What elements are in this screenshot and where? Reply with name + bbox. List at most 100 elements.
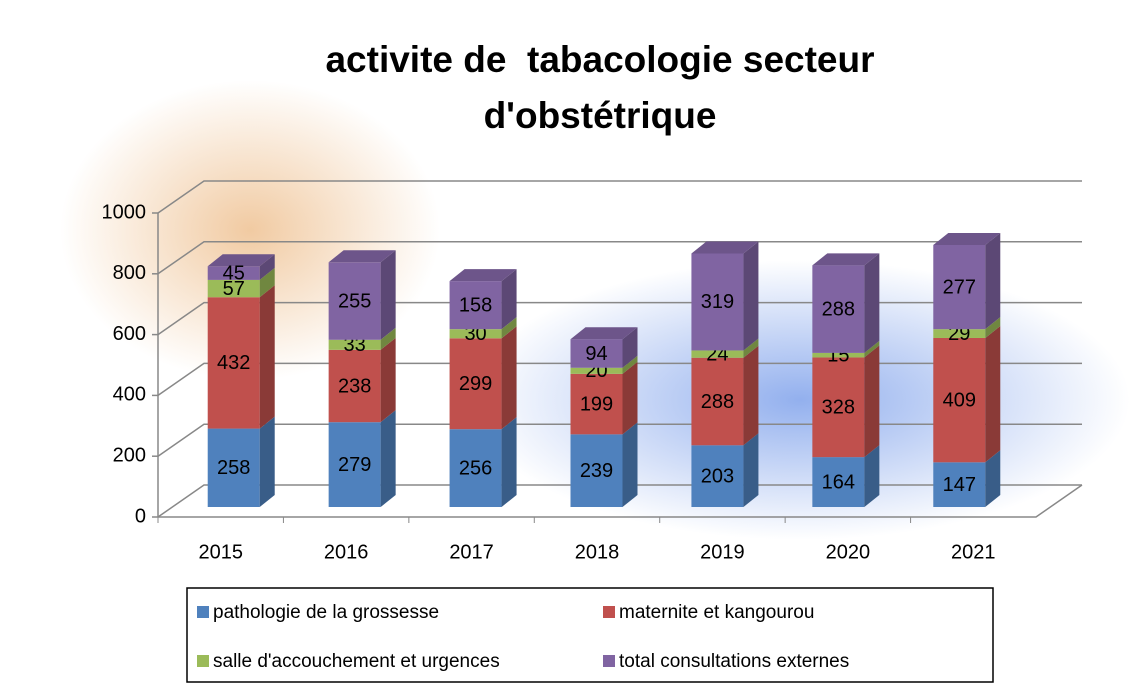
bar xyxy=(691,350,744,358)
bar-side xyxy=(985,325,1001,463)
y-tick-label: 200 xyxy=(113,444,146,466)
bar-side xyxy=(864,253,880,353)
bar-side xyxy=(501,317,517,339)
legend-swatch xyxy=(197,655,209,667)
value-label: 164 xyxy=(822,471,855,493)
value-label: 45 xyxy=(223,262,245,284)
bar-top xyxy=(449,269,517,282)
y-tick-label: 1000 xyxy=(102,201,147,223)
value-label: 239 xyxy=(580,460,613,482)
value-label: 57 xyxy=(223,278,245,300)
legend-label: pathologie de la grossesse xyxy=(213,602,439,623)
legend-swatch xyxy=(603,606,615,618)
bar-top xyxy=(207,254,275,267)
bar-side xyxy=(622,361,638,435)
bar-side xyxy=(380,337,396,423)
bar-side xyxy=(743,345,759,446)
bar xyxy=(933,329,986,338)
bar-side xyxy=(259,285,275,429)
legend-label: total consultations externes xyxy=(619,651,849,672)
bar-top xyxy=(933,232,1001,245)
bar xyxy=(933,462,986,507)
chart-title: activite de tabacologie secteur xyxy=(325,39,874,80)
bar-side xyxy=(622,355,638,374)
grid-line xyxy=(157,423,1082,457)
value-label: 256 xyxy=(459,457,492,479)
bar xyxy=(207,279,260,298)
bar-side xyxy=(501,326,517,430)
bar-side xyxy=(622,422,638,507)
value-label: 279 xyxy=(338,454,371,476)
bar-side xyxy=(380,410,396,507)
x-tick-label: 2017 xyxy=(449,541,494,563)
bar-side xyxy=(743,338,759,358)
bar xyxy=(812,352,865,358)
bar xyxy=(328,422,381,507)
bar-side xyxy=(864,445,880,507)
bar xyxy=(691,253,744,351)
legend-swatch xyxy=(197,606,209,618)
legend-box xyxy=(186,587,994,683)
floor-edge xyxy=(158,484,1083,518)
bar xyxy=(328,262,381,340)
value-label: 328 xyxy=(822,397,855,419)
value-label: 147 xyxy=(943,474,976,496)
bar-side xyxy=(985,317,1001,338)
bar xyxy=(328,339,381,350)
chart-title: d'obstétrique xyxy=(484,95,717,136)
bar xyxy=(207,297,260,429)
value-label: 203 xyxy=(701,465,734,487)
value-label: 158 xyxy=(459,294,492,316)
value-label: 258 xyxy=(217,457,250,479)
y-tick-label: 800 xyxy=(113,262,146,284)
x-tick-label: 2020 xyxy=(826,541,871,563)
value-label: 238 xyxy=(338,375,371,397)
bar xyxy=(449,281,502,330)
bar xyxy=(207,428,260,507)
bar xyxy=(812,265,865,353)
grid-line xyxy=(157,241,1082,275)
bar xyxy=(570,434,623,507)
bar xyxy=(812,357,865,458)
bar xyxy=(570,367,623,374)
bar xyxy=(933,244,986,330)
bar-side xyxy=(864,345,880,458)
grid-line xyxy=(157,484,1082,518)
y-tick-label: 600 xyxy=(113,323,146,345)
bar xyxy=(812,457,865,507)
value-label: 255 xyxy=(338,290,371,312)
x-tick-label: 2019 xyxy=(700,541,745,563)
x-tick-label: 2015 xyxy=(198,541,243,563)
bar-top xyxy=(328,250,396,263)
value-label: 432 xyxy=(217,352,250,374)
bar-side xyxy=(259,254,275,280)
value-label: 199 xyxy=(580,393,613,415)
value-label: 277 xyxy=(943,276,976,298)
grid-line xyxy=(157,362,1082,397)
bar-side xyxy=(501,417,517,507)
bar xyxy=(449,329,502,339)
value-label: 288 xyxy=(822,298,855,320)
legend-swatch xyxy=(603,655,615,667)
legend-label: maternite et kangourou xyxy=(619,602,814,623)
y-tick-label: 0 xyxy=(135,505,146,527)
bar-side xyxy=(259,267,275,298)
bar-side xyxy=(985,450,1001,507)
bar xyxy=(570,373,623,435)
y-tick-label: 400 xyxy=(113,384,146,406)
bar xyxy=(207,266,260,280)
bar-side xyxy=(743,241,759,351)
bar xyxy=(570,339,623,368)
x-tick-label: 2021 xyxy=(951,541,996,563)
value-label: 299 xyxy=(459,373,492,395)
bar xyxy=(449,338,502,430)
bar xyxy=(691,357,744,446)
x-tick-label: 2016 xyxy=(324,541,369,563)
bar-top xyxy=(570,327,638,340)
bar-side xyxy=(864,340,880,358)
bar-side xyxy=(622,327,638,368)
bar-side xyxy=(380,327,396,350)
bar-side xyxy=(259,416,275,507)
bar-side xyxy=(380,250,396,340)
